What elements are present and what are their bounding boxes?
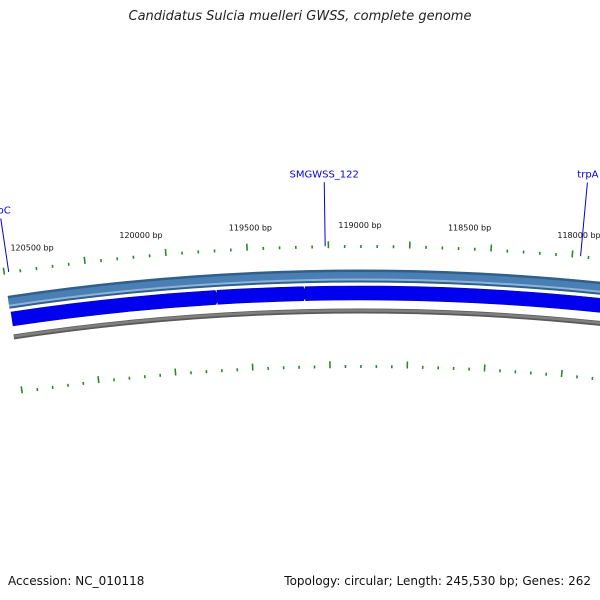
- outer-tick: [571, 250, 574, 258]
- gene-feature-arrow: [216, 286, 308, 305]
- map-title: Candidatus Sulcia muelleri GWSS, complet…: [128, 9, 472, 24]
- forward-strand-edge: [8, 278, 600, 307]
- inner-tick: [560, 369, 563, 378]
- inner-tick: [20, 386, 24, 394]
- gene-labels: trpC SMGWSS_122 trpA: [0, 169, 599, 272]
- outer-tick: [2, 267, 6, 275]
- position-labels: 120500 bp 120000 bp 119500 bp 119000 bp 1185…: [10, 221, 600, 252]
- position-label: 119500 bp: [229, 224, 272, 233]
- inner-tick: [174, 368, 177, 376]
- gene-label: trpA: [577, 170, 598, 181]
- position-label: 120500 bp: [10, 243, 53, 252]
- gene-label: trpC: [0, 206, 11, 217]
- genome-backbone-highlight: [13, 309, 600, 338]
- outer-tick-ring: [2, 241, 590, 275]
- position-label: 120000 bp: [119, 231, 162, 240]
- inner-tick-ring: [20, 361, 594, 394]
- gene-label: SMGWSS_122: [289, 169, 358, 180]
- forward-strand-highlight: [7, 272, 600, 307]
- inner-tick: [97, 376, 100, 384]
- outer-tick: [164, 248, 167, 256]
- accession-label: Accession: NC_010118: [8, 574, 145, 588]
- position-label: 118500 bp: [448, 224, 491, 233]
- position-label: 119000 bp: [338, 221, 381, 230]
- gene-feature-arrow: [304, 285, 600, 313]
- gene-leader-line: [323, 182, 326, 247]
- outer-tick: [83, 256, 86, 264]
- gene-leader-line: [0, 218, 10, 272]
- gene-leader-line: [580, 182, 588, 257]
- genome-summary-label: Topology: circular; Length: 245,530 bp; …: [284, 574, 591, 588]
- position-label: 118000 bp: [557, 231, 600, 240]
- gene-features: [10, 285, 600, 327]
